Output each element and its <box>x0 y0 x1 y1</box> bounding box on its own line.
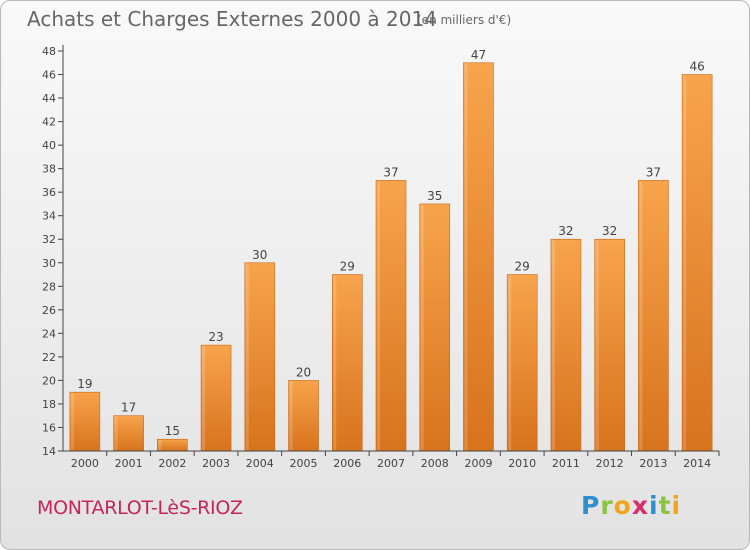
y-tick-label: 38 <box>42 163 56 176</box>
x-tick-label: 2003 <box>202 457 230 470</box>
bar-2006 <box>331 274 363 452</box>
x-tick-label: 2012 <box>596 457 624 470</box>
x-tick-label: 2001 <box>115 457 143 470</box>
y-tick-label: 28 <box>42 280 56 293</box>
x-tick-label: 2002 <box>158 457 186 470</box>
data-label: 29 <box>515 260 530 274</box>
y-tick-label: 16 <box>42 421 56 434</box>
bar-highlight <box>595 240 599 450</box>
logo-letter: i <box>649 491 659 520</box>
data-label: 20 <box>296 365 311 379</box>
y-tick-label: 26 <box>42 304 56 317</box>
bar-2011 <box>550 238 582 452</box>
bar-highlight <box>639 181 643 451</box>
x-tick-label: 2006 <box>333 457 361 470</box>
data-label: 46 <box>689 60 704 74</box>
x-tick-label: 2007 <box>377 457 405 470</box>
logo-letter: P <box>581 491 601 520</box>
data-label: 23 <box>208 330 223 344</box>
y-tick-label: 14 <box>42 445 56 458</box>
bar-2007 <box>375 180 407 452</box>
y-tick-label: 30 <box>42 257 56 270</box>
logo-letter: o <box>613 491 632 520</box>
data-label: 30 <box>252 248 267 262</box>
bar-2001 <box>113 415 144 452</box>
y-tick-label: 20 <box>42 374 56 387</box>
logo-letter: i <box>671 491 682 520</box>
y-tick-label: 36 <box>42 186 56 199</box>
bar-highlight <box>289 381 293 450</box>
bar-highlight <box>333 275 337 450</box>
data-label: 47 <box>471 48 486 62</box>
bar-highlight <box>202 346 206 450</box>
bar-highlight <box>245 263 249 450</box>
y-tick-label: 46 <box>42 69 56 82</box>
x-tick-label: 2009 <box>464 457 492 470</box>
logo-letter: r <box>600 491 614 520</box>
bar-2002 <box>157 438 188 452</box>
bar-2004 <box>244 262 276 452</box>
logo-letter: x <box>631 491 649 520</box>
bar-highlight <box>158 440 162 450</box>
bar-highlight <box>508 275 512 450</box>
bar-2000 <box>69 391 101 452</box>
bar-2005 <box>288 380 319 452</box>
bar-highlight <box>114 416 118 450</box>
proxiti-logo[interactable]: Proxiti <box>581 491 681 520</box>
axis-layer: 14 16 18 20 22 24 26 28 30 32 34 36 38 40 42 44 46 48 2000… <box>42 45 720 470</box>
data-label: 17 <box>121 401 136 415</box>
chart-subtitle: (en milliers d'€) <box>417 13 512 27</box>
commune-name: MONTARLOT-LèS-RIOZ <box>37 497 243 519</box>
bar-2008 <box>419 203 451 452</box>
x-tick-label: 2014 <box>683 457 711 470</box>
y-tick-label: 18 <box>42 398 56 411</box>
x-tick-label: 2008 <box>421 457 449 470</box>
data-label: 32 <box>602 224 617 238</box>
bar-highlight <box>464 63 468 450</box>
data-label: 37 <box>646 165 661 179</box>
y-tick-label: 42 <box>42 116 56 129</box>
bar-highlight <box>551 240 555 450</box>
data-label: 37 <box>383 165 398 179</box>
x-tick-label: 2000 <box>71 457 99 470</box>
x-tick-label: 2004 <box>246 457 274 470</box>
y-tick-label: 48 <box>42 45 56 58</box>
bar-2013 <box>638 180 669 452</box>
bar-highlight <box>377 181 380 451</box>
y-tick-label: 34 <box>42 210 56 223</box>
data-label: 32 <box>558 224 573 238</box>
y-tick-label: 32 <box>42 233 56 246</box>
data-label: 35 <box>427 189 442 203</box>
x-tick-label: 2010 <box>508 457 536 470</box>
x-tick-label: 2005 <box>290 457 318 470</box>
logo-letter: t <box>658 491 672 520</box>
y-tick-label: 24 <box>42 327 56 340</box>
bar-highlight <box>683 75 687 450</box>
bar-2010 <box>506 274 538 452</box>
data-label: 15 <box>165 424 180 438</box>
y-tick-label: 40 <box>42 139 56 152</box>
x-tick-label: 2011 <box>552 457 580 470</box>
y-tick-label: 22 <box>42 351 56 364</box>
data-label: 29 <box>340 260 355 274</box>
bar-highlight <box>70 393 74 450</box>
bars-layer: 19 17 15 23 30 20 29 37 35 47 29 32 32 37 46 <box>69 48 713 452</box>
x-tick-label: 2013 <box>639 457 667 470</box>
chart-title: Achats et Charges Externes 2000 à 2014 <box>27 7 437 31</box>
bar-2012 <box>594 238 625 452</box>
bar-2014 <box>681 74 713 452</box>
data-label: 19 <box>77 377 92 391</box>
bar-2009 <box>463 62 494 452</box>
bar-highlight <box>420 204 424 450</box>
bar-2003 <box>200 344 232 452</box>
y-tick-label: 44 <box>42 92 56 105</box>
